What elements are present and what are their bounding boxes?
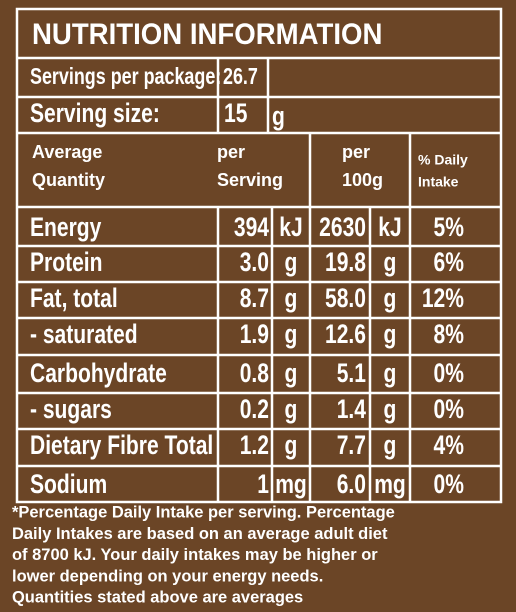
nutrient-name: Dietary Fibre Total [30,431,213,461]
footnote-line: lower depending on your energy needs. [12,566,323,585]
per-serving-unit: g [285,395,298,425]
nutrient-name: Carbohydrate [30,359,167,389]
per-serving-unit: g [285,359,298,389]
per-100g-value: 58.0 [325,284,366,314]
title: NUTRITION INFORMATION [32,18,382,51]
per-serving-unit: mg [275,470,307,500]
per-serving-unit: g [285,320,298,350]
nutrient-name: - saturated [30,320,138,350]
per-100g-unit: kJ [378,213,401,243]
per-100g-value: 12.6 [325,320,366,350]
per-100g-unit: g [384,359,397,389]
per-100g-value: 5.1 [337,359,366,389]
servings-value: 26.7 [223,64,258,90]
header-text: per [217,142,245,162]
daily-intake: 0% [434,359,464,389]
per-serving-value: 1.9 [240,320,269,350]
per-serving-unit: g [285,284,298,314]
per-100g-unit: g [384,248,397,278]
header-text: per [342,142,370,162]
per-serving-value: 394 [234,213,270,243]
footnote-line: *Percentage Daily Intake per serving. Pe… [12,502,395,521]
serving-size-value: 15 [224,99,247,129]
daily-intake: 0% [434,395,464,425]
daily-intake: 5% [434,213,464,243]
nutrient-name: Sodium [30,470,107,500]
per-serving-value: 1 [257,470,269,500]
footnote-line: Quantities stated above are averages [12,587,303,606]
per-100g-value: 1.4 [337,395,367,425]
nutrient-name: Energy [30,213,102,243]
nutrient-name: Protein [30,248,103,278]
header-text: Intake [418,174,459,190]
per-100g-value: 7.7 [337,431,366,461]
per-100g-unit: g [384,431,397,461]
label-frame [15,7,503,504]
per-serving-unit: kJ [279,213,302,243]
per-serving-value: 3.0 [240,248,269,278]
servings-label: Servings per package: [30,64,221,90]
per-100g-value: 19.8 [325,248,366,278]
per-serving-value: 0.8 [240,359,269,389]
per-100g-value: 2630 [319,213,366,243]
daily-intake: 4% [434,431,464,461]
daily-intake: 12% [422,284,464,314]
footnote-line: Daily Intakes are based on an average ad… [12,524,388,543]
per-100g-unit: mg [374,470,406,500]
daily-intake: 8% [434,320,464,350]
per-100g-unit: g [384,320,397,350]
nutrient-name: - sugars [30,395,112,425]
per-100g-value: 6.0 [337,470,366,500]
per-serving-unit: g [285,248,298,278]
header-text: Serving [217,170,283,190]
header-text: Average [32,142,102,162]
daily-intake: 6% [434,248,464,278]
per-100g-unit: g [384,395,397,425]
per-serving-value: 8.7 [240,284,269,314]
header-text: Quantity [32,170,105,190]
per-100g-unit: g [384,284,397,314]
header-text: % Daily [418,152,468,168]
footnote-line: of 8700 kJ. Your daily intakes may be hi… [12,545,378,564]
per-serving-unit: g [285,431,298,461]
header-text: 100g [342,170,383,190]
nutrient-name: Fat, total [30,284,118,314]
daily-intake: 0% [434,470,464,500]
serving-size-label: Serving size: [30,99,160,129]
serving-size-unit: g [272,102,285,132]
per-serving-value: 0.2 [240,395,269,425]
per-serving-value: 1.2 [240,431,269,461]
